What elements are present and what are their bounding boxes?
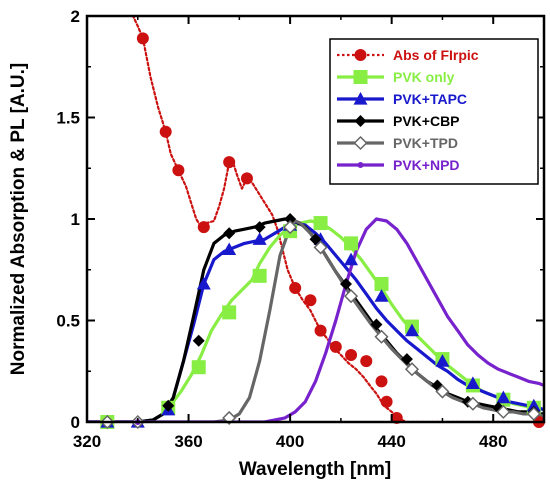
y-tick-label: 0.5 bbox=[56, 312, 80, 331]
data-point-pvk-cbp bbox=[192, 334, 205, 347]
legend-label: PVK+CBP bbox=[393, 113, 460, 129]
data-point-abs-of-firpic bbox=[380, 395, 393, 408]
data-point-pvk-tpd bbox=[465, 396, 480, 411]
legend-box bbox=[329, 38, 539, 185]
legend-item-pvk-tapc: PVK+TAPC bbox=[337, 91, 467, 107]
legend-items: Abs of FIrpic PVK only PVK+TAPC PVK+CBP PVK+… bbox=[337, 47, 479, 173]
series-line-pvk-npd bbox=[87, 217, 544, 422]
data-point-pvk-tapc bbox=[374, 289, 389, 302]
data-point-pvk-cbp bbox=[370, 318, 383, 331]
legend-swatch-marker bbox=[357, 162, 364, 168]
y-tick-label: 2 bbox=[71, 7, 80, 26]
legend-label: PVK+TPD bbox=[393, 135, 458, 151]
legend-item-pvk-npd: PVK+NPD bbox=[337, 157, 460, 173]
data-point-abs-of-firpic bbox=[240, 172, 253, 185]
data-point-pvk-tapc bbox=[496, 390, 511, 404]
legend-swatch-marker bbox=[353, 92, 368, 105]
data-point-pvk-tpd bbox=[374, 329, 389, 344]
data-point-pvk-tapc bbox=[222, 242, 237, 256]
legend-item-pvk-tpd: PVK+TPD bbox=[337, 135, 458, 151]
ticks-layer bbox=[86, 15, 544, 423]
data-point-pvk-tpd bbox=[404, 362, 420, 377]
tick-label-layer: 320 360 400 440 480 0 0.5 1 1.5 2 bbox=[56, 7, 507, 451]
data-point-pvk-tapc bbox=[196, 276, 211, 290]
data-point-abs-of-firpic bbox=[172, 164, 185, 177]
x-tick-label: 320 bbox=[73, 432, 101, 451]
legend-label: PVK only bbox=[393, 69, 455, 85]
legend-label: PVK+TAPC bbox=[393, 91, 467, 107]
data-point-pvk-tpd bbox=[496, 404, 511, 419]
data-point-abs-of-firpic bbox=[136, 32, 149, 45]
data-point-pvk-only bbox=[344, 236, 359, 251]
x-tick-label: 480 bbox=[479, 432, 507, 451]
data-point-pvk-tpd bbox=[313, 240, 328, 255]
data-point-abs-of-firpic bbox=[314, 324, 327, 337]
x-axis-label: Wavelength [nm] bbox=[239, 459, 391, 480]
data-point-pvk-tpd bbox=[283, 220, 298, 235]
data-point-abs-of-firpic bbox=[159, 125, 172, 138]
legend-item-pvk-only: PVK only bbox=[337, 69, 455, 85]
data-point-abs-of-firpic bbox=[197, 221, 210, 234]
data-point-pvk-tpd bbox=[435, 384, 450, 399]
legend: Abs of FIrpic PVK only PVK+TAPC PVK+CBP PVK+… bbox=[329, 38, 539, 185]
data-point-pvk-cbp bbox=[223, 227, 236, 240]
legend-label: PVK+NPD bbox=[393, 157, 460, 173]
data-point-pvk-only bbox=[191, 360, 206, 375]
legend-swatch-marker bbox=[354, 49, 367, 61]
data-point-pvk-tapc bbox=[252, 232, 267, 245]
data-point-pvk-cbp bbox=[162, 399, 175, 412]
legend-label: Abs of FIrpic bbox=[393, 47, 479, 63]
legend-swatch-marker bbox=[354, 115, 367, 127]
data-point-pvk-only bbox=[252, 268, 267, 283]
data-point-pvk-only bbox=[313, 216, 328, 231]
data-point-pvk-tapc bbox=[465, 376, 480, 390]
data-point-pvk-tapc bbox=[435, 354, 450, 367]
data-point-abs-of-firpic bbox=[223, 156, 236, 169]
y-tick-label: 1 bbox=[71, 210, 80, 229]
x-tick-label: 440 bbox=[377, 432, 405, 451]
x-tick-label: 360 bbox=[174, 432, 202, 451]
data-point-pvk-cbp bbox=[400, 353, 413, 366]
data-point-pvk-cbp bbox=[339, 277, 352, 290]
data-point-pvk-tpd bbox=[343, 289, 359, 304]
data-point-pvk-tapc bbox=[344, 252, 359, 266]
y-tick-label: 1.5 bbox=[56, 109, 80, 128]
data-point-abs-of-firpic bbox=[329, 340, 342, 353]
data-point-pvk-only bbox=[222, 305, 237, 320]
x-tick-label: 400 bbox=[276, 432, 304, 451]
data-point-pvk-cbp bbox=[309, 233, 322, 246]
data-point-abs-of-firpic bbox=[304, 294, 317, 307]
legend-swatch-marker bbox=[353, 70, 368, 84]
data-point-pvk-tpd bbox=[526, 406, 541, 421]
data-point-pvk-cbp bbox=[253, 221, 266, 234]
data-point-pvk-tapc bbox=[526, 398, 541, 412]
data-point-pvk-cbp bbox=[284, 213, 297, 225]
legend-item-pvk-cbp: PVK+CBP bbox=[337, 113, 460, 129]
data-point-abs-of-firpic bbox=[360, 355, 373, 368]
y-tick-label: 0 bbox=[71, 413, 80, 432]
data-point-pvk-only bbox=[374, 276, 389, 291]
y-axis-label: Normalized Absorption & PL [A.U.] bbox=[8, 63, 29, 375]
legend-item-abs-of-firpic: Abs of FIrpic bbox=[337, 47, 479, 63]
data-point-pvk-tapc bbox=[404, 323, 419, 337]
data-point-abs-of-firpic bbox=[375, 375, 388, 388]
data-point-abs-of-firpic bbox=[289, 282, 302, 295]
data-point-abs-of-firpic bbox=[345, 349, 358, 362]
legend-swatch-marker bbox=[353, 135, 368, 151]
